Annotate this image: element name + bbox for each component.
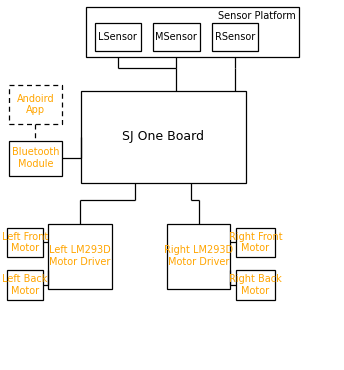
Text: Right Front
Motor: Right Front Motor	[229, 232, 282, 253]
FancyBboxPatch shape	[236, 228, 275, 257]
Text: Left Back
Motor: Left Back Motor	[2, 274, 47, 296]
FancyBboxPatch shape	[7, 270, 43, 300]
Text: Left LM293D
Motor Driver: Left LM293D Motor Driver	[49, 245, 111, 267]
FancyBboxPatch shape	[153, 23, 200, 51]
FancyBboxPatch shape	[167, 224, 230, 289]
FancyBboxPatch shape	[7, 228, 43, 257]
Text: MSensor: MSensor	[155, 32, 197, 42]
FancyBboxPatch shape	[9, 85, 62, 124]
Text: Andoird
App: Andoird App	[17, 94, 54, 115]
FancyBboxPatch shape	[212, 23, 258, 51]
Text: Sensor Platform: Sensor Platform	[218, 11, 296, 21]
Text: Right LM293D
Motor Driver: Right LM293D Motor Driver	[164, 245, 233, 267]
Text: Bluetooth
Module: Bluetooth Module	[11, 147, 59, 169]
FancyBboxPatch shape	[9, 141, 62, 176]
Text: RSensor: RSensor	[215, 32, 255, 42]
FancyBboxPatch shape	[95, 23, 141, 51]
Text: SJ One Board: SJ One Board	[122, 130, 204, 144]
FancyBboxPatch shape	[48, 224, 112, 289]
Text: Left Front
Motor: Left Front Motor	[2, 232, 48, 253]
Text: Right Back
Motor: Right Back Motor	[229, 274, 282, 296]
Text: LSensor: LSensor	[98, 32, 137, 42]
FancyBboxPatch shape	[86, 7, 299, 57]
FancyBboxPatch shape	[81, 91, 246, 183]
FancyBboxPatch shape	[236, 270, 275, 300]
